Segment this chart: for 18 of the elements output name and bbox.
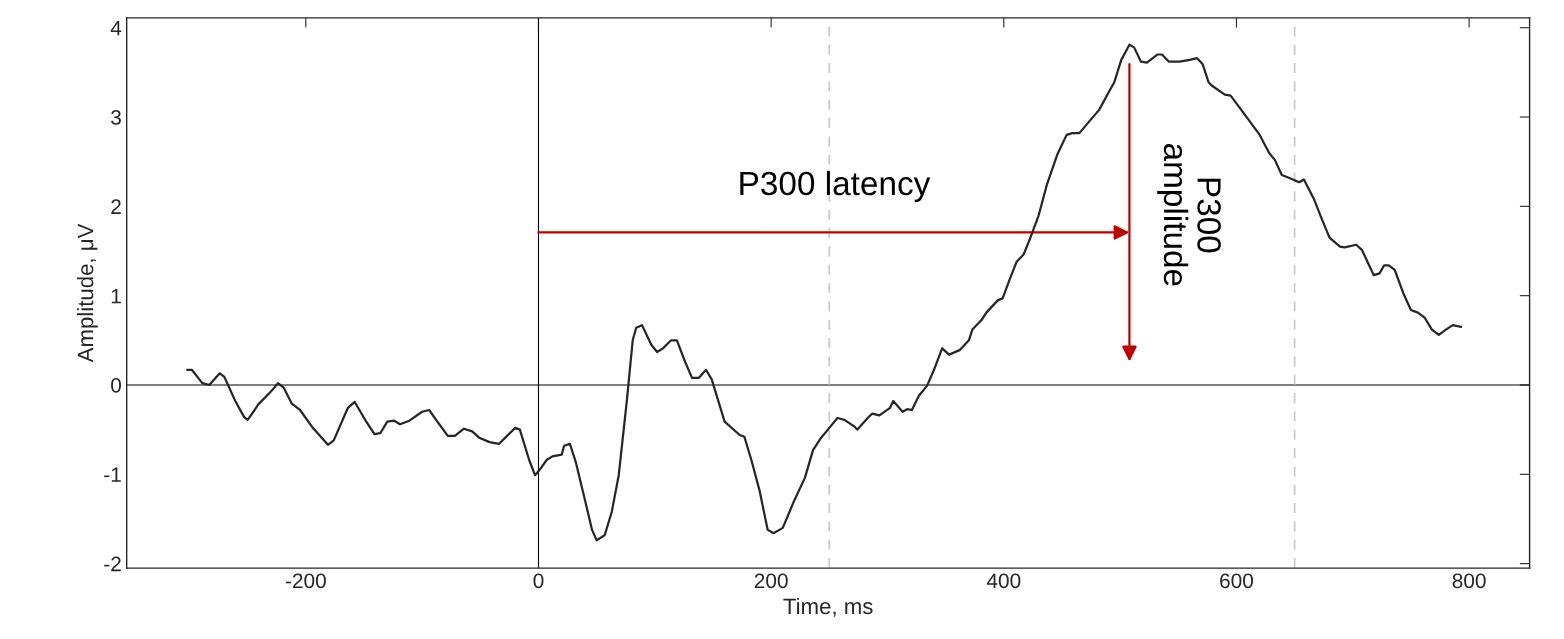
y-tick-label: 4 xyxy=(110,20,122,36)
y-tick-label: 1 xyxy=(111,288,121,304)
y-axis-title: Amplitude, μV xyxy=(77,223,98,363)
annotation: P300 latency xyxy=(740,170,931,202)
y-tick-label: -2 xyxy=(104,556,121,572)
x-tick-label: 0 xyxy=(533,573,544,589)
x-tick-label: 400 xyxy=(986,573,1021,589)
y-tick-label: -1 xyxy=(104,467,121,482)
line-series xyxy=(186,43,1463,542)
x-tick-label: 200 xyxy=(754,573,788,589)
x-tick-label: -200 xyxy=(285,573,326,589)
x-axis-title: Time, ms xyxy=(783,597,873,617)
x-tick-label: 600 xyxy=(1220,573,1254,589)
annotation: P300 amplitude xyxy=(1157,143,1221,286)
y-tick-label: 2 xyxy=(111,199,121,214)
y-tick-label: 0 xyxy=(111,377,122,393)
x-tick-label: 800 xyxy=(1452,573,1486,589)
y-tick-label: 3 xyxy=(111,110,121,125)
